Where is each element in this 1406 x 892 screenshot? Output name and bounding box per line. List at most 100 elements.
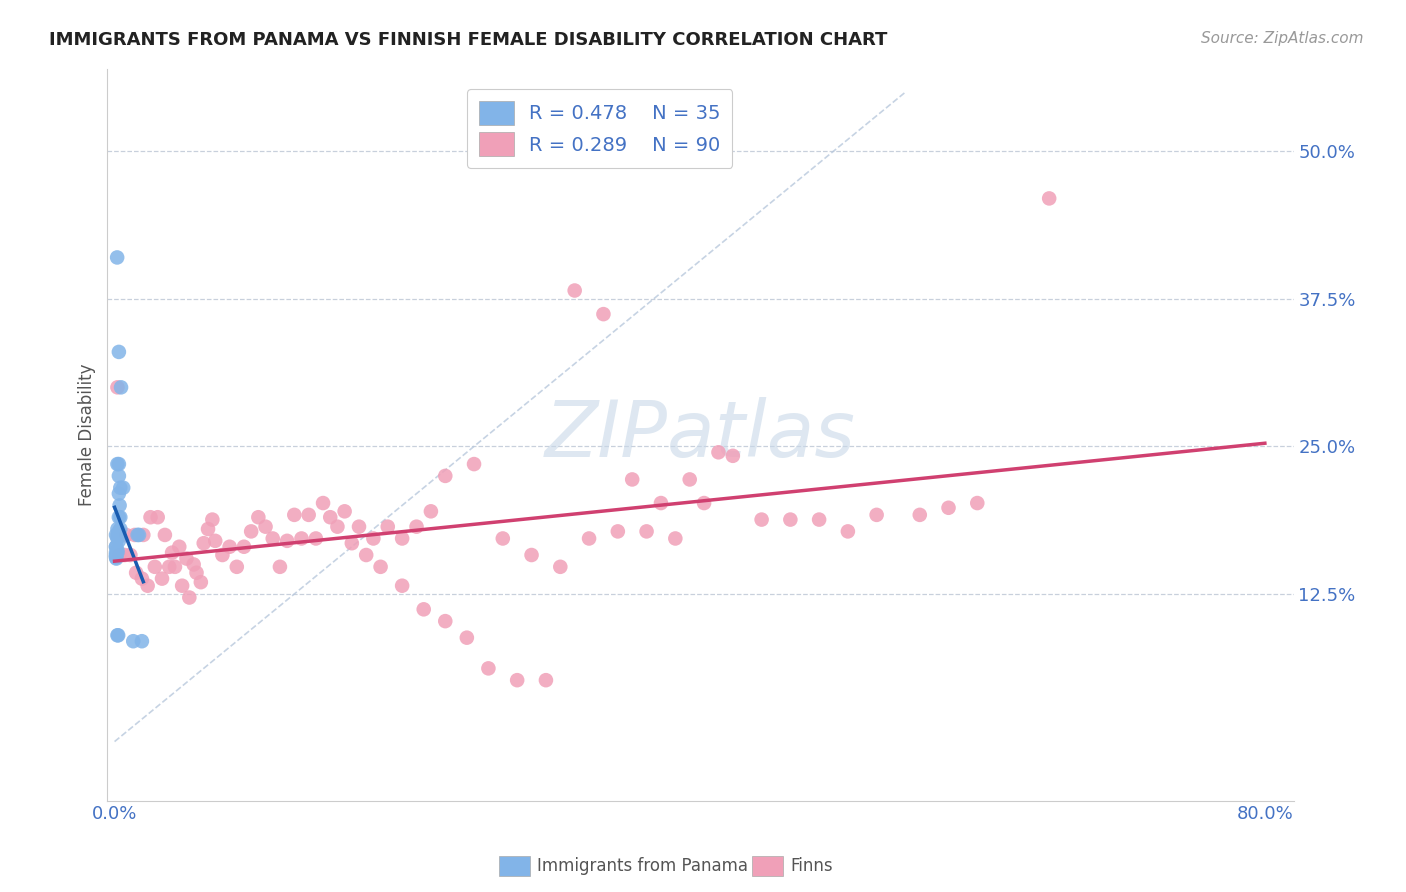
Point: [124, 528, 146, 542]
Point: [105, 546, 128, 560]
Point: [534, 673, 557, 688]
Point: [107, 532, 129, 546]
Y-axis label: Female Disability: Female Disability: [79, 363, 96, 506]
Point: [120, 548, 142, 562]
Point: [107, 457, 129, 471]
Text: IMMIGRANTS FROM PANAMA VS FINNISH FEMALE DISABILITY CORRELATION CHART: IMMIGRANTS FROM PANAMA VS FINNISH FEMALE…: [49, 31, 887, 49]
Point: [146, 510, 169, 524]
Point: [405, 519, 427, 533]
Point: [122, 634, 145, 648]
Point: [127, 528, 149, 542]
Point: [132, 528, 155, 542]
Point: [865, 508, 887, 522]
Point: [114, 548, 136, 562]
Point: [434, 614, 457, 628]
Point: [163, 559, 186, 574]
Point: [125, 566, 148, 580]
Point: [377, 519, 399, 533]
Point: [679, 472, 702, 486]
Point: [143, 559, 166, 574]
Point: [290, 532, 312, 546]
Point: [908, 508, 931, 522]
Point: [110, 380, 132, 394]
Point: [108, 499, 131, 513]
Point: [131, 572, 153, 586]
Text: ZIPatlas: ZIPatlas: [546, 397, 856, 473]
Point: [650, 496, 672, 510]
Point: [492, 532, 515, 546]
Point: [347, 519, 370, 533]
Point: [664, 532, 686, 546]
Point: [108, 528, 131, 542]
Point: [107, 546, 129, 560]
Point: [363, 532, 385, 546]
Point: [520, 548, 543, 562]
Point: [225, 559, 247, 574]
Point: [550, 559, 572, 574]
Point: [391, 579, 413, 593]
Point: [621, 472, 644, 486]
Point: [606, 524, 628, 539]
Point: [108, 345, 131, 359]
Point: [110, 510, 132, 524]
Point: [193, 536, 215, 550]
Point: [107, 522, 129, 536]
Point: [636, 524, 658, 539]
Point: [110, 481, 132, 495]
Point: [938, 500, 960, 515]
Point: [197, 522, 219, 536]
Point: [564, 284, 586, 298]
Point: [477, 661, 499, 675]
Point: [105, 540, 128, 554]
Point: [160, 546, 183, 560]
Point: [592, 307, 614, 321]
Point: [110, 522, 132, 536]
Point: [186, 566, 208, 580]
Point: [578, 532, 600, 546]
Text: Finns: Finns: [790, 857, 832, 875]
Point: [254, 519, 277, 533]
Point: [107, 628, 129, 642]
Point: [391, 532, 413, 546]
Point: [139, 510, 162, 524]
Point: [108, 469, 131, 483]
Point: [233, 540, 256, 554]
Point: [370, 559, 392, 574]
Point: [340, 536, 363, 550]
Point: [107, 528, 129, 542]
Point: [153, 528, 176, 542]
Point: [108, 510, 131, 524]
Point: [808, 512, 831, 526]
Point: [131, 634, 153, 648]
Text: Source: ZipAtlas.com: Source: ZipAtlas.com: [1201, 31, 1364, 46]
Point: [721, 449, 744, 463]
Point: [218, 540, 240, 554]
Point: [115, 528, 138, 542]
Point: [966, 496, 988, 510]
Point: [183, 558, 205, 572]
Point: [179, 591, 201, 605]
Point: [108, 486, 131, 500]
Point: [105, 549, 128, 564]
Point: [326, 519, 349, 533]
Point: [312, 496, 335, 510]
Point: [157, 559, 180, 574]
Point: [319, 510, 342, 524]
Point: [105, 251, 128, 265]
Point: [108, 524, 131, 539]
Point: [240, 524, 263, 539]
Point: [434, 469, 457, 483]
Point: [107, 628, 129, 642]
Point: [419, 504, 441, 518]
Point: [456, 631, 478, 645]
Point: [779, 512, 801, 526]
Text: Immigrants from Panama: Immigrants from Panama: [537, 857, 748, 875]
Point: [211, 548, 233, 562]
Point: [176, 551, 198, 566]
Point: [693, 496, 716, 510]
Point: [707, 445, 730, 459]
Legend: R = 0.478    N = 35, R = 0.289    N = 90: R = 0.478 N = 35, R = 0.289 N = 90: [467, 89, 733, 168]
Point: [354, 548, 377, 562]
Point: [506, 673, 529, 688]
Point: [247, 510, 270, 524]
